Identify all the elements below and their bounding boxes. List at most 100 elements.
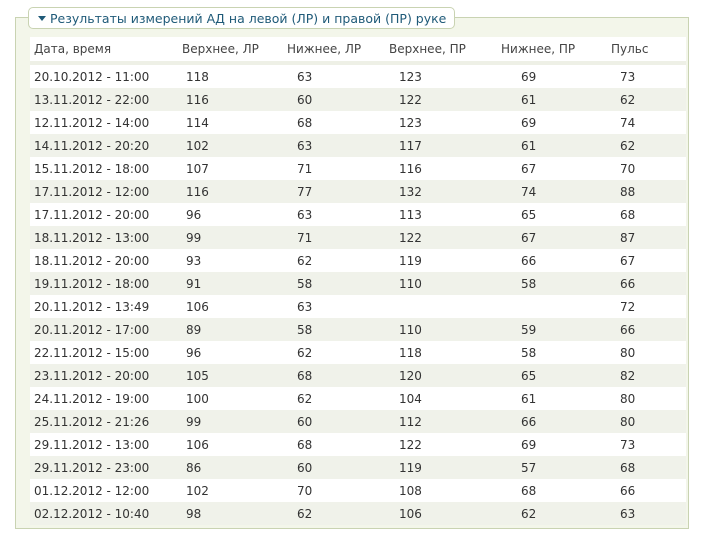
cell-date: 23.11.2012 - 20:00 <box>30 364 182 387</box>
table-row: 17.11.2012 - 20:00 96 63 113 65 68 <box>30 203 686 226</box>
cell-date: 18.11.2012 - 20:00 <box>30 249 182 272</box>
cell-diastolic-left: 63 <box>287 295 389 318</box>
cell-diastolic-left: 58 <box>287 318 389 341</box>
cell-systolic-right: 104 <box>389 387 501 410</box>
cell-diastolic-left: 60 <box>287 456 389 479</box>
cell-diastolic-right: 66 <box>501 410 611 433</box>
cell-diastolic-left: 68 <box>287 433 389 456</box>
cell-systolic-right: 120 <box>389 364 501 387</box>
cell-pulse: 62 <box>611 88 686 111</box>
cell-systolic-left: 91 <box>182 272 287 295</box>
cell-systolic-right: 119 <box>389 249 501 272</box>
cell-date: 25.11.2012 - 21:26 <box>30 410 182 433</box>
cell-date: 17.11.2012 - 20:00 <box>30 203 182 226</box>
cell-systolic-left: 114 <box>182 111 287 134</box>
cell-systolic-right: 122 <box>389 433 501 456</box>
cell-date: 01.12.2012 - 12:00 <box>30 479 182 502</box>
cell-systolic-right: 123 <box>389 63 501 88</box>
cell-pulse: 82 <box>611 364 686 387</box>
cell-date: 22.11.2012 - 15:00 <box>30 341 182 364</box>
cell-diastolic-right: 61 <box>501 387 611 410</box>
cell-systolic-left: 116 <box>182 180 287 203</box>
cell-pulse: 72 <box>611 295 686 318</box>
cell-date: 29.11.2012 - 23:00 <box>30 456 182 479</box>
header-date: Дата, время <box>30 37 182 65</box>
table-row: 17.11.2012 - 12:00 116 77 132 74 88 <box>30 180 686 203</box>
cell-diastolic-left: 77 <box>287 180 389 203</box>
cell-systolic-left: 99 <box>182 226 287 249</box>
cell-diastolic-right: 65 <box>501 203 611 226</box>
cell-diastolic-right: 65 <box>501 364 611 387</box>
cell-diastolic-right: 66 <box>501 249 611 272</box>
cell-diastolic-right: 67 <box>501 157 611 180</box>
cell-systolic-right: 132 <box>389 180 501 203</box>
cell-diastolic-left: 63 <box>287 203 389 226</box>
cell-diastolic-right: 62 <box>501 502 611 525</box>
header-diastolic-right: Нижнее, ПР <box>501 37 611 65</box>
cell-date: 17.11.2012 - 12:00 <box>30 180 182 203</box>
results-table-container: Дата, время Верхнее, ЛР Нижнее, ЛР Верхн… <box>30 37 686 525</box>
cell-diastolic-left: 63 <box>287 134 389 157</box>
cell-pulse: 73 <box>611 433 686 456</box>
cell-systolic-right: 112 <box>389 410 501 433</box>
cell-diastolic-left: 62 <box>287 387 389 410</box>
cell-diastolic-left: 60 <box>287 88 389 111</box>
cell-pulse: 68 <box>611 203 686 226</box>
cell-diastolic-right: 58 <box>501 272 611 295</box>
cell-systolic-right: 116 <box>389 157 501 180</box>
cell-diastolic-right: 61 <box>501 134 611 157</box>
table-row: 29.11.2012 - 23:00 86 60 119 57 68 <box>30 456 686 479</box>
cell-systolic-left: 106 <box>182 433 287 456</box>
cell-date: 29.11.2012 - 13:00 <box>30 433 182 456</box>
cell-systolic-right: 122 <box>389 226 501 249</box>
table-row: 12.11.2012 - 14:00 114 68 123 69 74 <box>30 111 686 134</box>
cell-date: 14.11.2012 - 20:20 <box>30 134 182 157</box>
cell-systolic-right: 110 <box>389 272 501 295</box>
cell-systolic-left: 118 <box>182 63 287 88</box>
cell-diastolic-left: 63 <box>287 63 389 88</box>
cell-pulse: 80 <box>611 410 686 433</box>
header-pulse: Пульс <box>611 37 686 65</box>
table-header-row: Дата, время Верхнее, ЛР Нижнее, ЛР Верхн… <box>30 37 686 65</box>
cell-diastolic-right: 69 <box>501 63 611 88</box>
cell-systolic-left: 98 <box>182 502 287 525</box>
cell-diastolic-right: 74 <box>501 180 611 203</box>
section-toggle[interactable]: Результаты измерений АД на левой (ЛР) и … <box>28 7 456 29</box>
cell-date: 15.11.2012 - 18:00 <box>30 157 182 180</box>
results-table: Дата, время Верхнее, ЛР Нижнее, ЛР Верхн… <box>30 37 686 525</box>
cell-systolic-left: 107 <box>182 157 287 180</box>
cell-pulse: 73 <box>611 63 686 88</box>
cell-systolic-left: 99 <box>182 410 287 433</box>
cell-systolic-right: 110 <box>389 318 501 341</box>
cell-pulse: 62 <box>611 134 686 157</box>
cell-diastolic-right: 69 <box>501 433 611 456</box>
cell-diastolic-left: 71 <box>287 157 389 180</box>
header-systolic-left: Верхнее, ЛР <box>182 37 287 65</box>
table-row: 29.11.2012 - 13:00 106 68 122 69 73 <box>30 433 686 456</box>
cell-date: 20.11.2012 - 13:49 <box>30 295 182 318</box>
cell-systolic-right: 119 <box>389 456 501 479</box>
table-row: 18.11.2012 - 20:00 93 62 119 66 67 <box>30 249 686 272</box>
cell-date: 24.11.2012 - 19:00 <box>30 387 182 410</box>
table-row: 22.11.2012 - 15:00 96 62 118 58 80 <box>30 341 686 364</box>
cell-pulse: 87 <box>611 226 686 249</box>
table-row: 01.12.2012 - 12:00 102 70 108 68 66 <box>30 479 686 502</box>
table-row: 24.11.2012 - 19:00 100 62 104 61 80 <box>30 387 686 410</box>
cell-diastolic-right <box>501 295 611 318</box>
cell-pulse: 68 <box>611 456 686 479</box>
cell-date: 19.11.2012 - 18:00 <box>30 272 182 295</box>
cell-systolic-right: 118 <box>389 341 501 364</box>
cell-diastolic-right: 59 <box>501 318 611 341</box>
cell-date: 20.10.2012 - 11:00 <box>30 63 182 88</box>
cell-systolic-right: 122 <box>389 88 501 111</box>
cell-systolic-right: 108 <box>389 479 501 502</box>
table-row: 18.11.2012 - 13:00 99 71 122 67 87 <box>30 226 686 249</box>
cell-systolic-right: 123 <box>389 111 501 134</box>
cell-diastolic-left: 71 <box>287 226 389 249</box>
cell-diastolic-left: 62 <box>287 502 389 525</box>
section-title: Результаты измерений АД на левой (ЛР) и … <box>50 10 447 26</box>
header-systolic-right: Верхнее, ПР <box>389 37 501 65</box>
cell-systolic-left: 96 <box>182 203 287 226</box>
cell-systolic-right: 113 <box>389 203 501 226</box>
cell-systolic-left: 102 <box>182 479 287 502</box>
